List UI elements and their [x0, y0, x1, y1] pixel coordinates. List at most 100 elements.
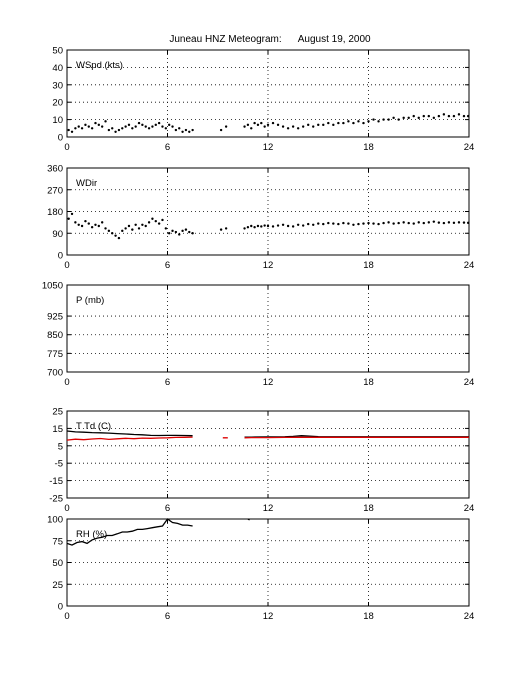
x-tick-label: 12 [263, 142, 274, 153]
data-point [332, 222, 335, 225]
data-point [296, 127, 300, 130]
data-point [161, 125, 164, 128]
data-point [437, 114, 441, 118]
data-point [263, 125, 266, 128]
panel-2: 0 6 12 18 24 700 775 850 925 1050 P (mb) [42, 281, 474, 389]
data-point [111, 232, 114, 235]
data-point [80, 127, 84, 130]
data-point [137, 121, 141, 125]
x-tick-label: 24 [464, 503, 475, 514]
data-point [281, 125, 285, 128]
y-tick-label: 925 [47, 312, 63, 323]
data-point [157, 222, 161, 225]
data-point [432, 116, 436, 120]
data-point [74, 221, 77, 224]
panel-label: WDir [76, 178, 97, 189]
data-point [134, 125, 137, 128]
data-point [161, 218, 164, 222]
data-point [276, 224, 280, 227]
data-point [97, 224, 101, 228]
data-point [447, 221, 451, 224]
data-point [407, 221, 410, 225]
data-point [357, 120, 360, 123]
data-point [127, 224, 131, 228]
data-point [84, 219, 87, 223]
data-point [250, 127, 253, 130]
x-tick-label: 0 [64, 611, 69, 622]
data-point [141, 223, 144, 226]
data-point [256, 224, 260, 228]
plot-area [66, 284, 470, 373]
data-point [442, 221, 446, 225]
data-point [224, 227, 228, 230]
data-point [134, 223, 137, 226]
data-point [87, 222, 90, 225]
data-point [466, 114, 470, 118]
data-point [266, 224, 270, 228]
x-tick-label: 18 [363, 611, 374, 622]
data-point [97, 123, 101, 127]
panel-label: RH (%) [76, 529, 107, 540]
panel-0: 0 6 12 18 24 0 10 20 30 40 50 WSpd (kts) [52, 46, 474, 154]
data-point [100, 125, 104, 128]
data-point [387, 221, 390, 224]
data-point [317, 123, 320, 127]
x-tick-label: 0 [64, 260, 69, 271]
data-point [281, 223, 285, 226]
data-point [117, 236, 121, 240]
data-point [352, 223, 355, 226]
data-point [291, 225, 295, 228]
y-tick-label: 90 [52, 229, 63, 240]
y-tick-label: 50 [52, 46, 63, 57]
data-point [87, 125, 90, 128]
data-point [462, 221, 466, 224]
data-point [301, 224, 305, 227]
data-point [124, 125, 127, 128]
data-point [167, 232, 171, 235]
data-point [337, 121, 340, 125]
data-point [432, 220, 436, 223]
data-point [90, 127, 94, 130]
data-point [457, 113, 461, 116]
data-point [392, 222, 395, 225]
y-tick-label: 40 [52, 63, 63, 74]
y-tick-label: -15 [49, 476, 63, 487]
plot-area [66, 410, 470, 499]
y-tick-label: 1050 [42, 281, 63, 292]
data-point [174, 230, 178, 234]
data-point [219, 228, 223, 231]
data-point [457, 221, 461, 224]
data-point [100, 221, 104, 224]
data-point [253, 226, 256, 229]
data-point [260, 121, 263, 125]
data-point [137, 227, 141, 230]
data-point [117, 128, 121, 132]
data-point [181, 130, 184, 133]
data-point [291, 125, 295, 128]
data-point [392, 116, 395, 120]
x-tick-label: 6 [165, 503, 170, 514]
data-point [466, 221, 470, 225]
data-point [191, 232, 194, 235]
data-point [114, 130, 117, 133]
data-point [382, 221, 385, 225]
x-tick-label: 18 [363, 142, 374, 153]
data-point [84, 123, 87, 127]
x-tick-label: 18 [363, 377, 374, 388]
y-tick-label: 775 [47, 349, 63, 360]
y-tick-label: 0 [58, 602, 63, 613]
data-point [312, 223, 315, 226]
y-tick-label: 20 [52, 98, 63, 109]
y-tick-label: 25 [52, 407, 63, 418]
y-tick-label: 15 [52, 424, 63, 435]
data-point [296, 223, 300, 226]
y-tick-label: 850 [47, 330, 63, 341]
panel-label: T Td (C) [76, 421, 111, 432]
panel-1: 0 6 12 18 24 0 90 180 270 360 WDir [47, 164, 474, 272]
data-point [164, 227, 168, 230]
data-point [188, 130, 191, 133]
data-point [377, 120, 380, 123]
data-point [402, 221, 405, 224]
